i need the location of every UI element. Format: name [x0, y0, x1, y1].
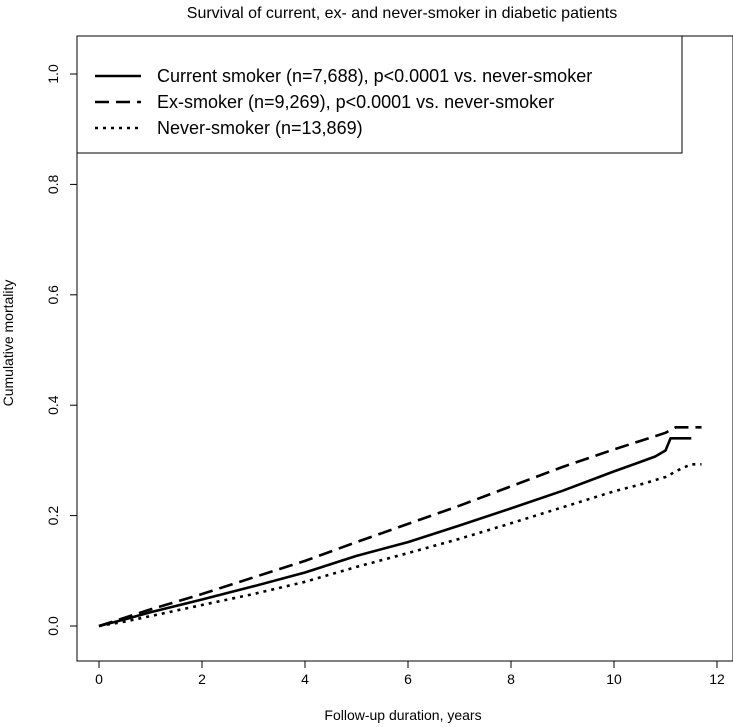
legend: Current smoker (n=7,688), p<0.0001 vs. n…: [76, 35, 683, 154]
y-tick-label: 0.4: [45, 395, 61, 415]
x-axis-label: Follow-up duration, years: [324, 707, 481, 723]
legend-box: [76, 35, 683, 154]
series-line-dashed: [98, 426, 702, 628]
legend-items: Current smoker (n=7,688), p<0.0001 vs. n…: [95, 66, 592, 138]
series-line-solid: [98, 437, 692, 628]
series-layer: [98, 426, 702, 628]
x-tick-label: 4: [301, 671, 309, 687]
legend-label: Ex-smoker (n=9,269), p<0.0001 vs. never-…: [157, 92, 554, 112]
y-tick-label: 0.0: [45, 616, 61, 636]
x-tick-label: 0: [95, 671, 103, 687]
x-tick-label: 8: [507, 671, 515, 687]
x-tick-label: 2: [198, 671, 206, 687]
y-tick-label: 0.2: [45, 506, 61, 526]
legend-label: Never-smoker (n=13,869): [157, 118, 363, 138]
chart-title: Survival of current, ex- and never-smoke…: [187, 5, 617, 22]
x-tick-label: 6: [404, 671, 412, 687]
y-tick-label: 1.0: [45, 64, 61, 84]
series-line-dotted: [98, 463, 702, 628]
y-tick-label: 0.8: [45, 174, 61, 194]
legend-label: Current smoker (n=7,688), p<0.0001 vs. n…: [157, 66, 592, 86]
x-tick-label: 10: [606, 671, 622, 687]
y-axis-label: Cumulative mortality: [0, 280, 16, 407]
y-tick-label: 0.6: [45, 285, 61, 305]
y-axis: 0.0 0.2 0.4 0.6 0.8 1.0: [45, 64, 78, 636]
x-tick-label: 12: [709, 671, 725, 687]
x-axis: 0 2 4 6 8 10 12: [95, 660, 725, 687]
